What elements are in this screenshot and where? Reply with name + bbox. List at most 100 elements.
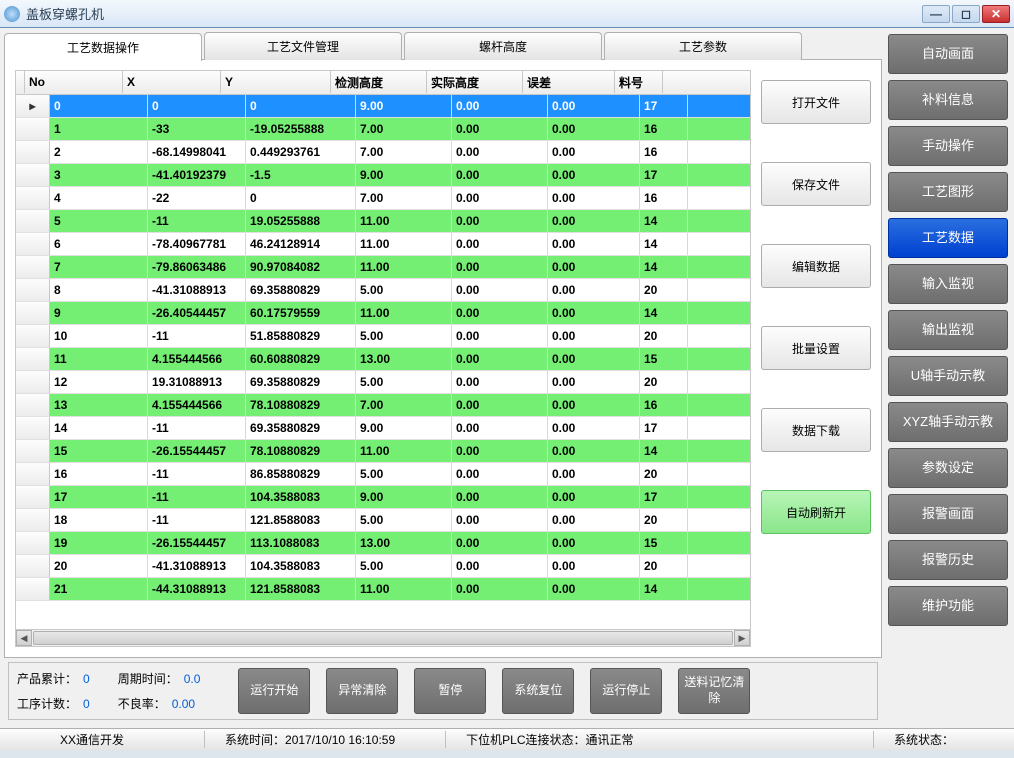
cycle-time-value: 0.0 xyxy=(184,672,201,686)
table-row[interactable]: 8-41.3108891369.358808295.000.000.0020 xyxy=(16,279,750,302)
cell: 0.00 xyxy=(452,417,548,439)
action-pause[interactable]: 暂停 xyxy=(414,668,486,714)
batch-button[interactable]: 批量设置 xyxy=(761,326,871,370)
col-header[interactable]: 实际高度 xyxy=(427,71,523,93)
table-row[interactable]: 6-78.4096778146.2412891411.000.000.0014 xyxy=(16,233,750,256)
save-button[interactable]: 保存文件 xyxy=(761,162,871,206)
col-header[interactable]: Y xyxy=(221,71,331,93)
table-row[interactable]: 14-1169.358808299.000.000.0017 xyxy=(16,417,750,440)
row-pointer xyxy=(16,417,50,439)
cell: 0.00 xyxy=(548,141,640,163)
cell: 0.00 xyxy=(548,95,640,117)
cell: 0.00 xyxy=(452,348,548,370)
open-button[interactable]: 打开文件 xyxy=(761,80,871,124)
table-row[interactable]: 3-41.40192379-1.59.000.000.0017 xyxy=(16,164,750,187)
cell: 0.00 xyxy=(548,371,640,393)
cell: 16 xyxy=(640,141,688,163)
minimize-button[interactable]: — xyxy=(922,5,950,23)
cell: -11 xyxy=(148,325,246,347)
maximize-button[interactable]: ◻ xyxy=(952,5,980,23)
h-scrollbar[interactable]: ◀ ▶ xyxy=(16,629,750,646)
cell: 0.00 xyxy=(548,210,640,232)
table-row[interactable]: 15-26.1554445778.1088082911.000.000.0014 xyxy=(16,440,750,463)
nav-maint[interactable]: 维护功能 xyxy=(888,586,1008,626)
table-row[interactable]: 20-41.31088913104.35880835.000.000.0020 xyxy=(16,555,750,578)
row-pointer xyxy=(16,463,50,485)
nav-manual[interactable]: 手动操作 xyxy=(888,126,1008,166)
table-row[interactable]: 5-1119.0525588811.000.000.0014 xyxy=(16,210,750,233)
table-row[interactable]: 7-79.8606348690.9708408211.000.000.0014 xyxy=(16,256,750,279)
cell: 19.31088913 xyxy=(148,371,246,393)
row-pointer xyxy=(16,371,50,393)
tab-screw-h[interactable]: 螺杆高度 xyxy=(404,32,602,60)
cell: 0.00 xyxy=(452,486,548,508)
nav-outmon[interactable]: 输出监视 xyxy=(888,310,1008,350)
close-button[interactable]: ✕ xyxy=(982,5,1010,23)
nav-auto[interactable]: 自动画面 xyxy=(888,34,1008,74)
scroll-thumb[interactable] xyxy=(33,631,733,645)
table-row[interactable]: 1219.3108891369.358808295.000.000.0020 xyxy=(16,371,750,394)
table-row[interactable]: 1-33-19.052558887.000.000.0016 xyxy=(16,118,750,141)
edit-button[interactable]: 编辑数据 xyxy=(761,244,871,288)
table-row[interactable]: 19-26.15544457113.108808313.000.000.0015 xyxy=(16,532,750,555)
download-button[interactable]: 数据下载 xyxy=(761,408,871,452)
nav-paramset[interactable]: 参数设定 xyxy=(888,448,1008,488)
nav-alarm[interactable]: 报警画面 xyxy=(888,494,1008,534)
cell: 17 xyxy=(640,417,688,439)
action-stop[interactable]: 运行停止 xyxy=(590,668,662,714)
col-header[interactable]: 料号 xyxy=(615,71,663,93)
action-feedclear[interactable]: 送料记忆清除 xyxy=(678,668,750,714)
cell: 0.00 xyxy=(548,279,640,301)
table-row[interactable]: 17-11104.35880839.000.000.0017 xyxy=(16,486,750,509)
refresh-button[interactable]: 自动刷新开 xyxy=(761,490,871,534)
table-row[interactable]: 134.15544456678.108808297.000.000.0016 xyxy=(16,394,750,417)
col-header[interactable]: 误差 xyxy=(523,71,615,93)
action-sysreset[interactable]: 系统复位 xyxy=(502,668,574,714)
col-header[interactable]: 检测高度 xyxy=(331,71,427,93)
table-row[interactable]: ▸0009.000.000.0017 xyxy=(16,95,750,118)
table-row[interactable]: 114.15544456660.6088082913.000.000.0015 xyxy=(16,348,750,371)
nav-uteach[interactable]: U轴手动示教 xyxy=(888,356,1008,396)
cell: 78.10880829 xyxy=(246,394,356,416)
col-header[interactable]: No xyxy=(25,71,123,93)
table-row[interactable]: 18-11121.85880835.000.000.0020 xyxy=(16,509,750,532)
cell: 0.00 xyxy=(548,348,640,370)
tab-data-ops[interactable]: 工艺数据操作 xyxy=(4,33,202,61)
cell: 17 xyxy=(640,95,688,117)
cell: 5.00 xyxy=(356,325,452,347)
cell: 0.00 xyxy=(452,210,548,232)
cell: 0.00 xyxy=(548,532,640,554)
nav-xyzteach[interactable]: XYZ轴手动示教 xyxy=(888,402,1008,442)
cell: 2 xyxy=(50,141,148,163)
table-row[interactable]: 4-2207.000.000.0016 xyxy=(16,187,750,210)
window-title: 盖板穿螺孔机 xyxy=(26,4,920,23)
nav-feedinfo[interactable]: 补料信息 xyxy=(888,80,1008,120)
row-pointer xyxy=(16,394,50,416)
cell: 17 xyxy=(640,164,688,186)
scroll-right-icon[interactable]: ▶ xyxy=(734,630,750,646)
row-pointer xyxy=(16,141,50,163)
action-start[interactable]: 运行开始 xyxy=(238,668,310,714)
cell: 113.1088083 xyxy=(246,532,356,554)
nav-inmon[interactable]: 输入监视 xyxy=(888,264,1008,304)
tab-file-mgmt[interactable]: 工艺文件管理 xyxy=(204,32,402,60)
nav-procdata[interactable]: 工艺数据 xyxy=(888,218,1008,258)
cell: -11 xyxy=(148,210,246,232)
cell: -41.31088913 xyxy=(148,279,246,301)
table-body[interactable]: ▸0009.000.000.00171-33-19.052558887.000.… xyxy=(16,95,750,629)
table-row[interactable]: 16-1186.858808295.000.000.0020 xyxy=(16,463,750,486)
col-header[interactable]: X xyxy=(123,71,221,93)
table-row[interactable]: 9-26.4054445760.1757955911.000.000.0014 xyxy=(16,302,750,325)
cell: 19.05255888 xyxy=(246,210,356,232)
table-row[interactable]: 2-68.149980410.4492937617.000.000.0016 xyxy=(16,141,750,164)
scroll-left-icon[interactable]: ◀ xyxy=(16,630,32,646)
table-row[interactable]: 10-1151.858808295.000.000.0020 xyxy=(16,325,750,348)
cell: 0.00 xyxy=(548,578,640,600)
nav-alarmlog[interactable]: 报警历史 xyxy=(888,540,1008,580)
nav-graph[interactable]: 工艺图形 xyxy=(888,172,1008,212)
tab-params[interactable]: 工艺参数 xyxy=(604,32,802,60)
row-pointer: ▸ xyxy=(16,95,50,117)
action-clearerr[interactable]: 异常清除 xyxy=(326,668,398,714)
cell: 5.00 xyxy=(356,371,452,393)
table-row[interactable]: 21-44.31088913121.858808311.000.000.0014 xyxy=(16,578,750,601)
